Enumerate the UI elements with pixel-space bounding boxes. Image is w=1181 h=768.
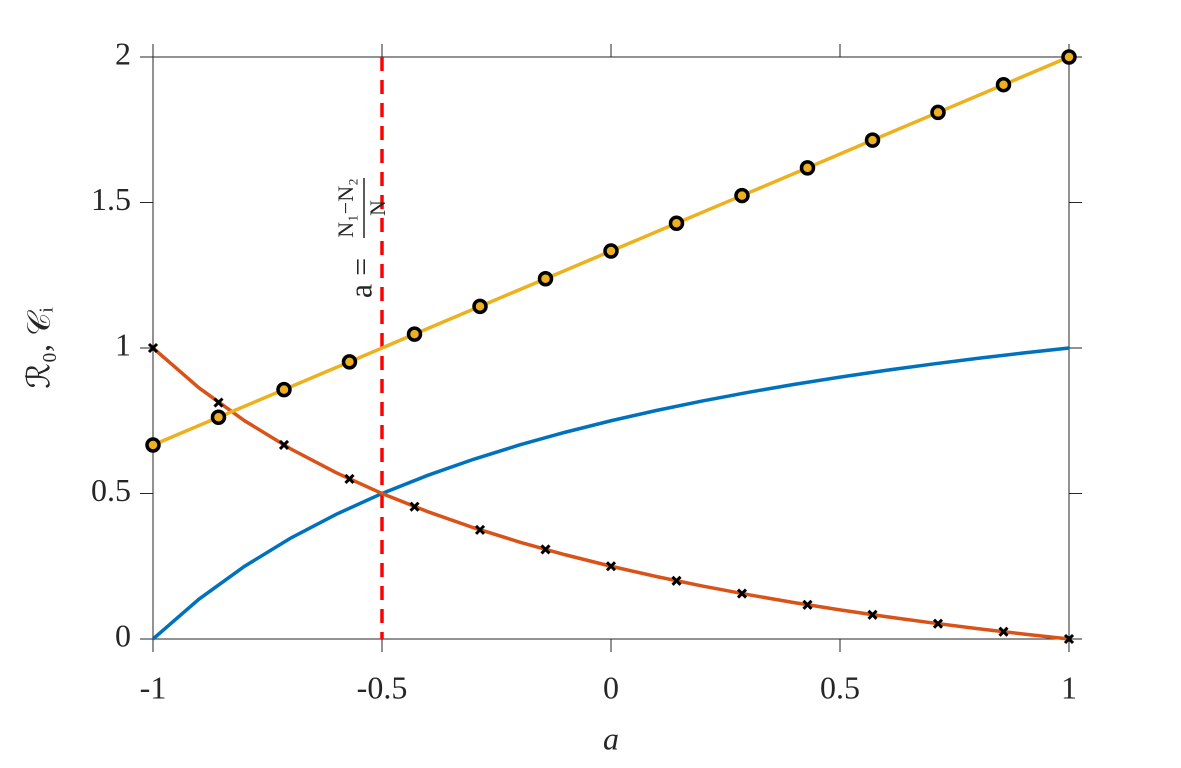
marker-circle (276, 381, 292, 398)
annotation: a = N₁−N₂ N (333, 178, 390, 298)
marker-x (540, 544, 551, 555)
x-axis-label: a (603, 720, 619, 756)
marker-circle (668, 215, 685, 232)
marker-x (932, 618, 944, 629)
marker-circle (341, 354, 358, 370)
marker-x (344, 473, 355, 485)
marker-x (736, 588, 748, 599)
y-tick-label: 0.5 (91, 472, 131, 508)
marker-circle (799, 160, 816, 176)
marker-circle (145, 437, 161, 453)
marker-circle (537, 270, 554, 287)
y-tick-label: 1 (115, 326, 131, 362)
marker-circle (930, 104, 946, 121)
marker-circle (472, 298, 488, 315)
marker-x (1063, 633, 1075, 645)
x-tick-label: 1 (1061, 669, 1077, 705)
marker-circle (734, 187, 750, 204)
y-axis-label: ℛ₀, 𝒞ᵢ (20, 307, 56, 388)
marker-x (605, 561, 617, 572)
x-tick-label: -1 (140, 669, 167, 705)
marker-x (671, 575, 682, 586)
marker-x (867, 609, 878, 620)
x-tick-label: -0.5 (357, 669, 408, 705)
x-tick-label: 0.5 (820, 669, 860, 705)
marker-x (278, 439, 290, 451)
marker-x (147, 342, 159, 354)
marker-circle (603, 243, 619, 259)
marker-x (474, 524, 486, 535)
marker-circle (995, 76, 1012, 93)
annotation-denominator: N (365, 200, 390, 216)
y-tick-label: 1.5 (91, 181, 131, 217)
series-line (151, 346, 1070, 641)
marker-x (409, 501, 420, 512)
marker-circle (210, 409, 227, 426)
y-tick-label: 0 (115, 617, 131, 653)
marker-x (802, 599, 813, 610)
annotation-numerator: N₁−N₂ (333, 178, 358, 238)
y-tick-label: 2 (115, 35, 131, 71)
marker-circle (1061, 49, 1077, 65)
marker-circle (864, 132, 881, 148)
x-tick-label: 0 (603, 669, 619, 705)
marker-x (998, 626, 1009, 637)
axes-box (152, 56, 1070, 640)
marker-circle (406, 326, 423, 342)
annotation-text: a = (342, 258, 378, 298)
marker-x (213, 397, 224, 408)
